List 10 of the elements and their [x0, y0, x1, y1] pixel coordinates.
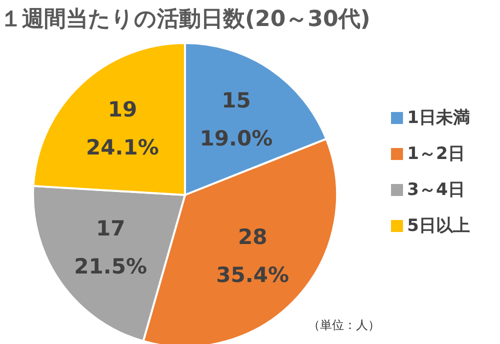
data-label: 15 19.0% [200, 88, 273, 151]
legend-label: 5日以上 [407, 216, 470, 236]
text: （単位：人） [308, 317, 380, 334]
legend-label: 3～4日 [407, 180, 465, 200]
legend-label: 1日未満 [407, 108, 470, 128]
data-label: 28 35.4% [216, 225, 290, 288]
legend-label: 1～2日 [407, 144, 465, 164]
data-label: 19 24.1% [86, 98, 159, 160]
chart-title: １週間当たりの活動日数(20～30代) [0, 6, 370, 34]
data-label: 17 21.5% [74, 216, 148, 279]
